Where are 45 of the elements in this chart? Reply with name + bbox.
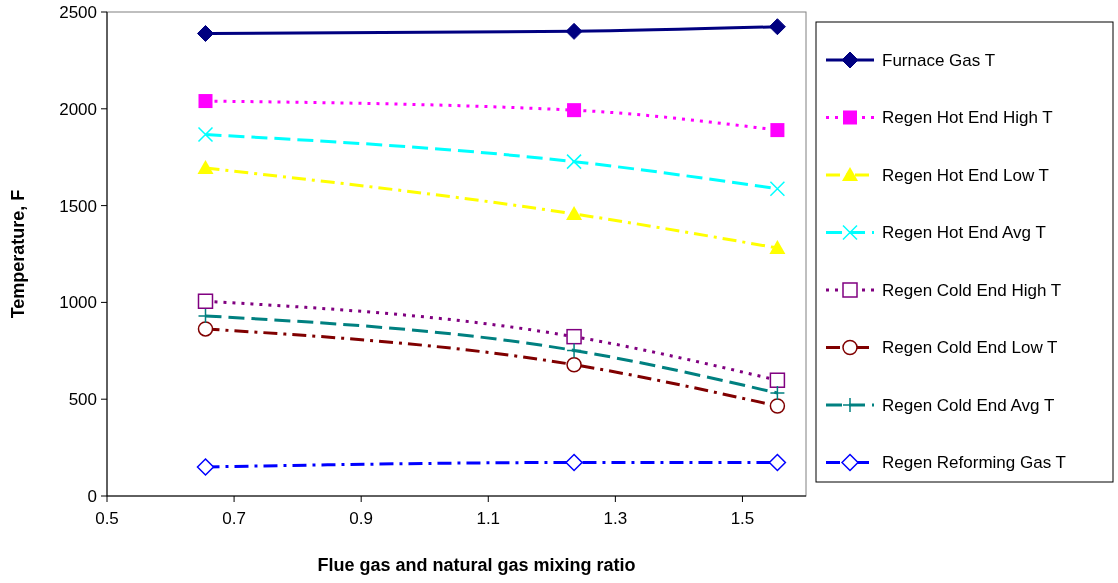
point (769, 181, 786, 197)
legend-label: Furnace Gas T (882, 50, 996, 70)
point (566, 356, 582, 373)
legend-label: Regen Hot End Low T (882, 165, 1049, 185)
point (196, 458, 215, 476)
point (566, 205, 583, 220)
point (565, 453, 583, 472)
point (567, 103, 582, 118)
x-tick-label: 0.7 (222, 509, 246, 528)
point (197, 293, 214, 309)
point (768, 453, 787, 472)
x-tick-label: 0.5 (95, 509, 119, 528)
x-tick-label: 1.3 (603, 509, 628, 528)
y-tick-label: 0 (87, 486, 97, 506)
point (197, 126, 214, 143)
legend-label: Regen Cold End Avg T (882, 395, 1055, 415)
y-tick-label: 2500 (59, 2, 97, 22)
point (770, 123, 785, 138)
point (197, 24, 214, 42)
point (197, 321, 214, 337)
x-tick-label: 1.1 (476, 509, 501, 528)
point (769, 385, 786, 401)
y-tick-label: 2000 (59, 99, 97, 119)
point (768, 18, 786, 36)
point (769, 240, 786, 254)
y-tick-label: 500 (68, 390, 97, 410)
legend-label: Regen Reforming Gas T (882, 453, 1066, 473)
y-axis-title: Temperature, F (8, 189, 28, 319)
x-tick-label: 1.5 (730, 509, 755, 528)
x-tick-label: 0.9 (349, 509, 373, 528)
legend-label: Regen Hot End Avg T (882, 223, 1046, 243)
point (566, 328, 582, 345)
legend-label: Regen Hot End High T (882, 108, 1053, 128)
legend-label: Regen Cold End Low T (882, 338, 1058, 358)
x-axis-title: Flue gas and natural gas mixing ratio (317, 555, 636, 575)
point (198, 94, 213, 109)
point (769, 398, 786, 414)
y-tick-label: 1500 (59, 196, 97, 216)
y-tick-label: 1000 (59, 293, 97, 313)
legend-label: Regen Cold End High T (882, 280, 1062, 300)
point (566, 342, 582, 359)
point (197, 160, 214, 175)
point (565, 22, 583, 40)
point (769, 372, 786, 388)
point (566, 153, 582, 170)
